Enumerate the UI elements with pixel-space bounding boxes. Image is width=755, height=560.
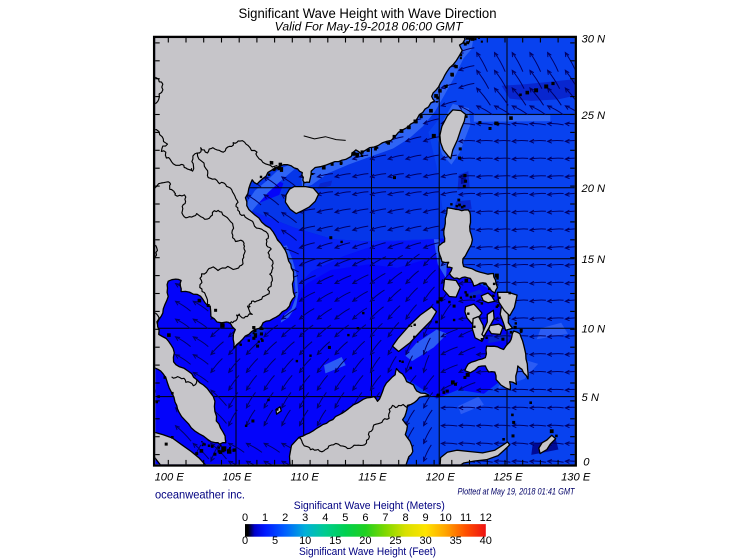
svg-text:3: 3: [302, 512, 308, 524]
svg-text:35: 35: [450, 535, 462, 547]
svg-text:115 E: 115 E: [358, 472, 387, 484]
svg-text:15: 15: [329, 535, 341, 547]
svg-text:12: 12: [480, 512, 492, 524]
svg-text:30 N: 30 N: [582, 33, 607, 45]
svg-text:0: 0: [242, 535, 248, 547]
svg-text:40: 40: [480, 535, 492, 547]
svg-text:0: 0: [242, 512, 248, 524]
svg-text:9: 9: [423, 512, 429, 524]
svg-text:11: 11: [460, 512, 471, 524]
svg-text:Plotted at May 19, 2018 01:41: Plotted at May 19, 2018 01:41 GMT: [458, 487, 576, 497]
svg-text:5: 5: [342, 512, 348, 524]
svg-text:110 E: 110 E: [290, 472, 319, 484]
svg-text:130 E: 130 E: [561, 472, 591, 484]
svg-text:6: 6: [362, 512, 368, 524]
svg-text:0: 0: [583, 457, 590, 469]
svg-text:8: 8: [402, 512, 408, 524]
svg-text:10 N: 10 N: [582, 324, 607, 336]
svg-text:2: 2: [282, 512, 288, 524]
svg-text:20 N: 20 N: [581, 183, 607, 195]
svg-text:Significant Wave Height (Meter: Significant Wave Height (Meters): [294, 500, 445, 512]
svg-text:25 N: 25 N: [581, 110, 607, 122]
svg-text:4: 4: [322, 512, 328, 524]
svg-text:105 E: 105 E: [222, 472, 252, 484]
svg-text:Significant Wave Height (Feet): Significant Wave Height (Feet): [299, 546, 436, 558]
svg-text:30: 30: [419, 535, 431, 547]
svg-text:125 E: 125 E: [493, 472, 523, 484]
svg-text:10: 10: [440, 512, 452, 524]
svg-text:120 E: 120 E: [426, 472, 456, 484]
svg-text:7: 7: [382, 512, 388, 524]
svg-text:20: 20: [359, 535, 371, 547]
svg-text:10: 10: [299, 535, 311, 547]
svg-text:1: 1: [262, 512, 268, 524]
svg-text:Valid For May-19-2018 06:00 GM: Valid For May-19-2018 06:00 GMT: [275, 19, 464, 33]
svg-text:oceanweather inc.: oceanweather inc.: [155, 488, 245, 502]
svg-text:15 N: 15 N: [582, 254, 607, 266]
svg-text:5: 5: [272, 535, 278, 547]
svg-text:25: 25: [389, 535, 401, 547]
svg-text:5 N: 5 N: [582, 392, 600, 404]
svg-text:Significant Wave Height with W: Significant Wave Height with Wave Direct…: [239, 6, 497, 21]
svg-text:100 E: 100 E: [155, 472, 185, 484]
